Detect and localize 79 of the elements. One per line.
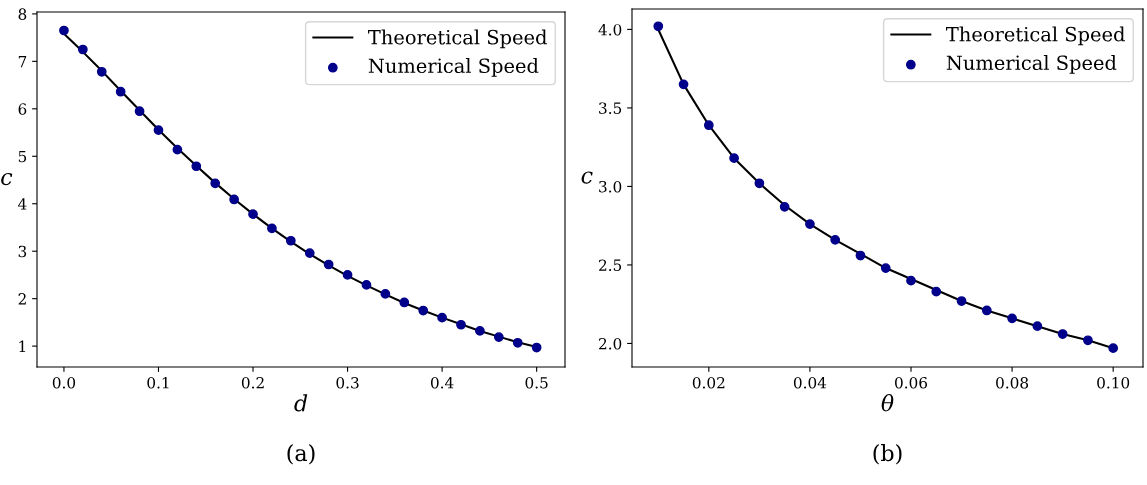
y-tick-label: 2.5 [599,259,622,271]
point [229,194,239,205]
x-tick-label: 0.3 [336,376,359,389]
point [1007,313,1017,324]
point [493,332,504,342]
point [456,319,466,330]
y-tick-label: 4 [18,198,27,210]
point [830,234,841,245]
x-tick-label: 0.08 [996,376,1029,389]
x-axis-title: d [294,394,308,412]
legend-label: Numerical Speed [368,58,539,77]
point [342,270,353,280]
text: (b) [873,444,902,465]
legend-label: Numerical Speed [946,55,1117,74]
y-tick-label: 1 [19,340,26,352]
point [703,120,714,131]
point [1057,329,1068,339]
point [855,250,866,261]
point [172,144,183,155]
point [880,263,891,273]
y-tick-label: 3.0 [599,180,622,193]
point [1032,321,1043,332]
point [956,296,967,306]
y-tick-label: 2.0 [599,337,622,350]
x-tick-label: 0.2 [241,376,264,389]
point [512,337,523,348]
point [285,235,296,246]
x-tick-label: 0.0 [52,376,76,389]
y-tick-label: 2 [18,293,26,305]
x-tick-label: 0.04 [793,376,827,389]
point [399,297,410,308]
point [531,342,542,353]
point [248,209,258,220]
point [418,305,429,316]
x-tick-label: 0.02 [692,376,725,389]
point [361,280,372,290]
x-tick-label: 0.4 [430,376,454,389]
point [323,259,334,270]
legend-label: Theoretical Speed [946,26,1125,46]
y-axis-title: c [581,171,593,184]
x-tick-label: 0.06 [895,376,928,389]
y-tick-label: 6 [18,103,27,115]
x-tick-label: 0.5 [525,376,548,389]
y-tick-label: 3.5 [599,102,622,114]
x-tick-label: 0.1 [147,376,169,389]
point [115,86,126,97]
point [779,201,790,212]
point [906,275,916,286]
point [96,66,107,77]
point [134,106,145,117]
point [380,289,391,299]
y-tick-label: 3 [18,245,27,258]
point [267,223,277,234]
y-tick-label: 4.0 [598,23,622,36]
point [1083,335,1093,346]
text: (a) [287,444,315,465]
point [805,219,815,229]
point [210,178,221,189]
y-tick-label: 5 [18,150,27,163]
point [1108,343,1119,354]
legend-label: Theoretical Speed [368,29,547,49]
point [437,312,447,323]
point [304,248,315,258]
point [678,79,689,90]
point [77,44,88,55]
point [729,153,739,164]
x-axis-title: θ [881,394,894,412]
y-axis-title: c [1,173,13,186]
x-tick-label: 0.10 [1097,376,1130,389]
point [191,161,202,172]
point [653,21,664,32]
point [153,125,164,136]
point [59,25,69,36]
point [754,178,765,189]
point [981,305,992,316]
y-tick-label: 8 [18,8,27,20]
point [931,286,942,297]
y-tick-label: 7 [18,56,27,68]
point [475,326,485,336]
